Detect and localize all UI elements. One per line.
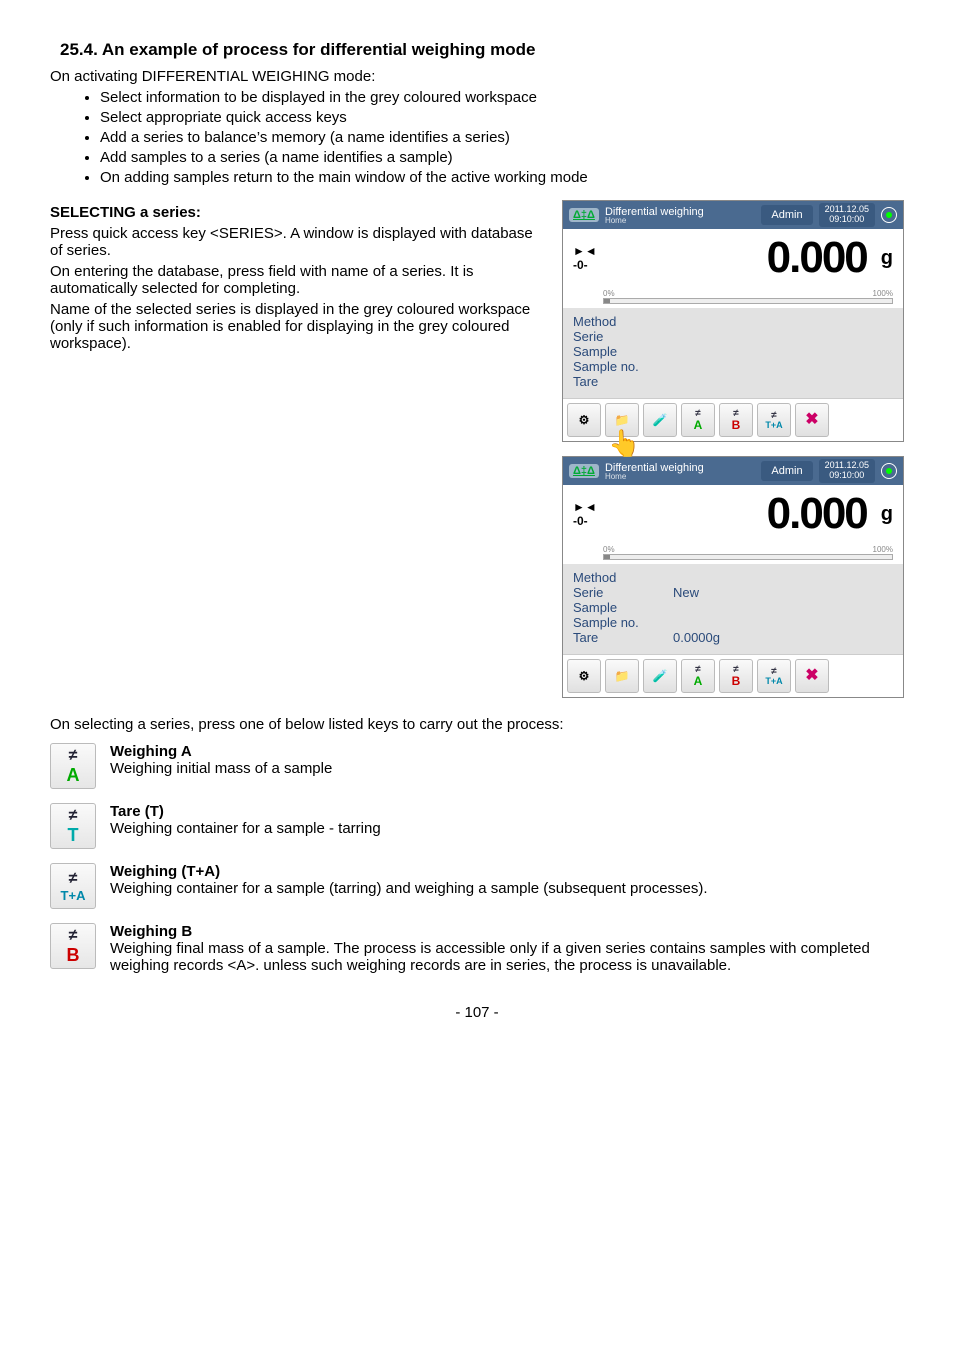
weight-value: 0.000 xyxy=(767,489,867,539)
shot-subtitle: Home xyxy=(605,216,704,225)
toolbar-series-button[interactable]: 📁 xyxy=(605,659,639,693)
datetime-badge: 2011.12.0509:10:00 xyxy=(819,203,875,227)
weigh-b-desc: Weighing final mass of a sample. The pro… xyxy=(110,940,904,974)
intro-line: On activating DIFFERENTIAL WEIGHING mode… xyxy=(50,68,904,85)
toolbar-weigh-a-button[interactable]: ≠A xyxy=(681,403,715,437)
weigh-b-tile[interactable]: ≠B xyxy=(50,923,96,969)
list-item: On adding samples return to the main win… xyxy=(100,169,904,186)
record-icon xyxy=(881,463,897,479)
toolbar-level-button[interactable]: 🧪 xyxy=(643,403,677,437)
weight-display: ►◄ -0- 0.000 g xyxy=(563,229,903,289)
toolbar-weigh-b-button[interactable]: ≠B xyxy=(719,659,753,693)
weight-unit: g xyxy=(881,247,893,270)
weigh-a-tile[interactable]: ≠A xyxy=(50,743,96,789)
info-panel: Method Serie Sample Sample no. Tare xyxy=(563,308,903,398)
toolbar-weigh-b-button[interactable]: ≠B xyxy=(719,403,753,437)
shot-header: Δ‡Δ Differential weighing Home Admin 201… xyxy=(563,201,903,229)
datetime-badge: 2011.12.0509:10:00 xyxy=(819,459,875,483)
weigh-ta-tile[interactable]: ≠T+A xyxy=(50,863,96,909)
section-heading: 25.4. An example of process for differen… xyxy=(60,40,904,60)
toolbar-weigh-a-button[interactable]: ≠A xyxy=(681,659,715,693)
shot-header: Δ‡Δ Differential weighing Home Admin 201… xyxy=(563,457,903,485)
toolbar-weigh-ta-button[interactable]: ≠T+A xyxy=(757,659,791,693)
user-badge[interactable]: Admin xyxy=(761,461,812,481)
weight-value: 0.000 xyxy=(767,233,867,283)
list-item: Add a series to balance’s memory (a name… xyxy=(100,129,904,146)
selecting-series-heading: SELECTING a series: xyxy=(50,204,542,221)
toolbar-level-button[interactable]: 🧪 xyxy=(643,659,677,693)
weight-display: ►◄ -0- 0.000 g xyxy=(563,485,903,545)
toolbar-cancel-button[interactable]: ✖ xyxy=(795,403,829,437)
stability-icon: ►◄ xyxy=(573,500,597,514)
weight-unit: g xyxy=(881,503,893,526)
balance-screenshot-filled: Δ‡Δ Differential weighing Home Admin 201… xyxy=(562,456,904,698)
list-item: Add samples to a series (a name identifi… xyxy=(100,149,904,166)
toolbar-weigh-ta-button[interactable]: ≠T+A xyxy=(757,403,791,437)
list-item: Select appropriate quick access keys xyxy=(100,109,904,126)
toolbar-settings-button[interactable]: ⚙ xyxy=(567,403,601,437)
mode-icon: Δ‡Δ xyxy=(569,464,599,478)
info-panel: Method SerieNew Sample Sample no. Tare0.… xyxy=(563,564,903,654)
tare-t-tile[interactable]: ≠T xyxy=(50,803,96,849)
mode-icon: Δ‡Δ xyxy=(569,208,599,222)
range-bar: 0%100% xyxy=(563,289,903,308)
weigh-b-title: Weighing B xyxy=(110,923,904,940)
weigh-ta-desc: Weighing container for a sample (tarring… xyxy=(110,880,904,897)
selecting-para: Press quick access key <SERIES>. A windo… xyxy=(50,225,542,259)
onselect-text: On selecting a series, press one of belo… xyxy=(50,716,904,733)
balance-screenshot-empty: Δ‡Δ Differential weighing Home Admin 201… xyxy=(562,200,904,442)
zero-indicator: -0- xyxy=(573,514,597,528)
shot-subtitle: Home xyxy=(605,472,704,481)
list-item: Select information to be displayed in th… xyxy=(100,89,904,106)
shot-toolbar: ⚙ 📁 🧪 ≠A ≠B ≠T+A ✖ xyxy=(563,654,903,697)
weigh-a-title: Weighing A xyxy=(110,743,904,760)
page-number: - 107 - xyxy=(50,1004,904,1021)
intro-bullets: Select information to be displayed in th… xyxy=(50,89,904,186)
stability-icon: ►◄ xyxy=(573,244,597,258)
zero-indicator: -0- xyxy=(573,258,597,272)
record-icon xyxy=(881,207,897,223)
weigh-ta-title: Weighing (T+A) xyxy=(110,863,904,880)
selecting-para: Name of the selected series is displayed… xyxy=(50,301,542,352)
toolbar-cancel-button[interactable]: ✖ xyxy=(795,659,829,693)
user-badge[interactable]: Admin xyxy=(761,205,812,225)
toolbar-settings-button[interactable]: ⚙ xyxy=(567,659,601,693)
selecting-para: On entering the database, press field wi… xyxy=(50,263,542,297)
range-bar: 0%100% xyxy=(563,545,903,564)
tare-t-title: Tare (T) xyxy=(110,803,904,820)
tare-t-desc: Weighing container for a sample - tarrin… xyxy=(110,820,904,837)
weigh-a-desc: Weighing initial mass of a sample xyxy=(110,760,904,777)
